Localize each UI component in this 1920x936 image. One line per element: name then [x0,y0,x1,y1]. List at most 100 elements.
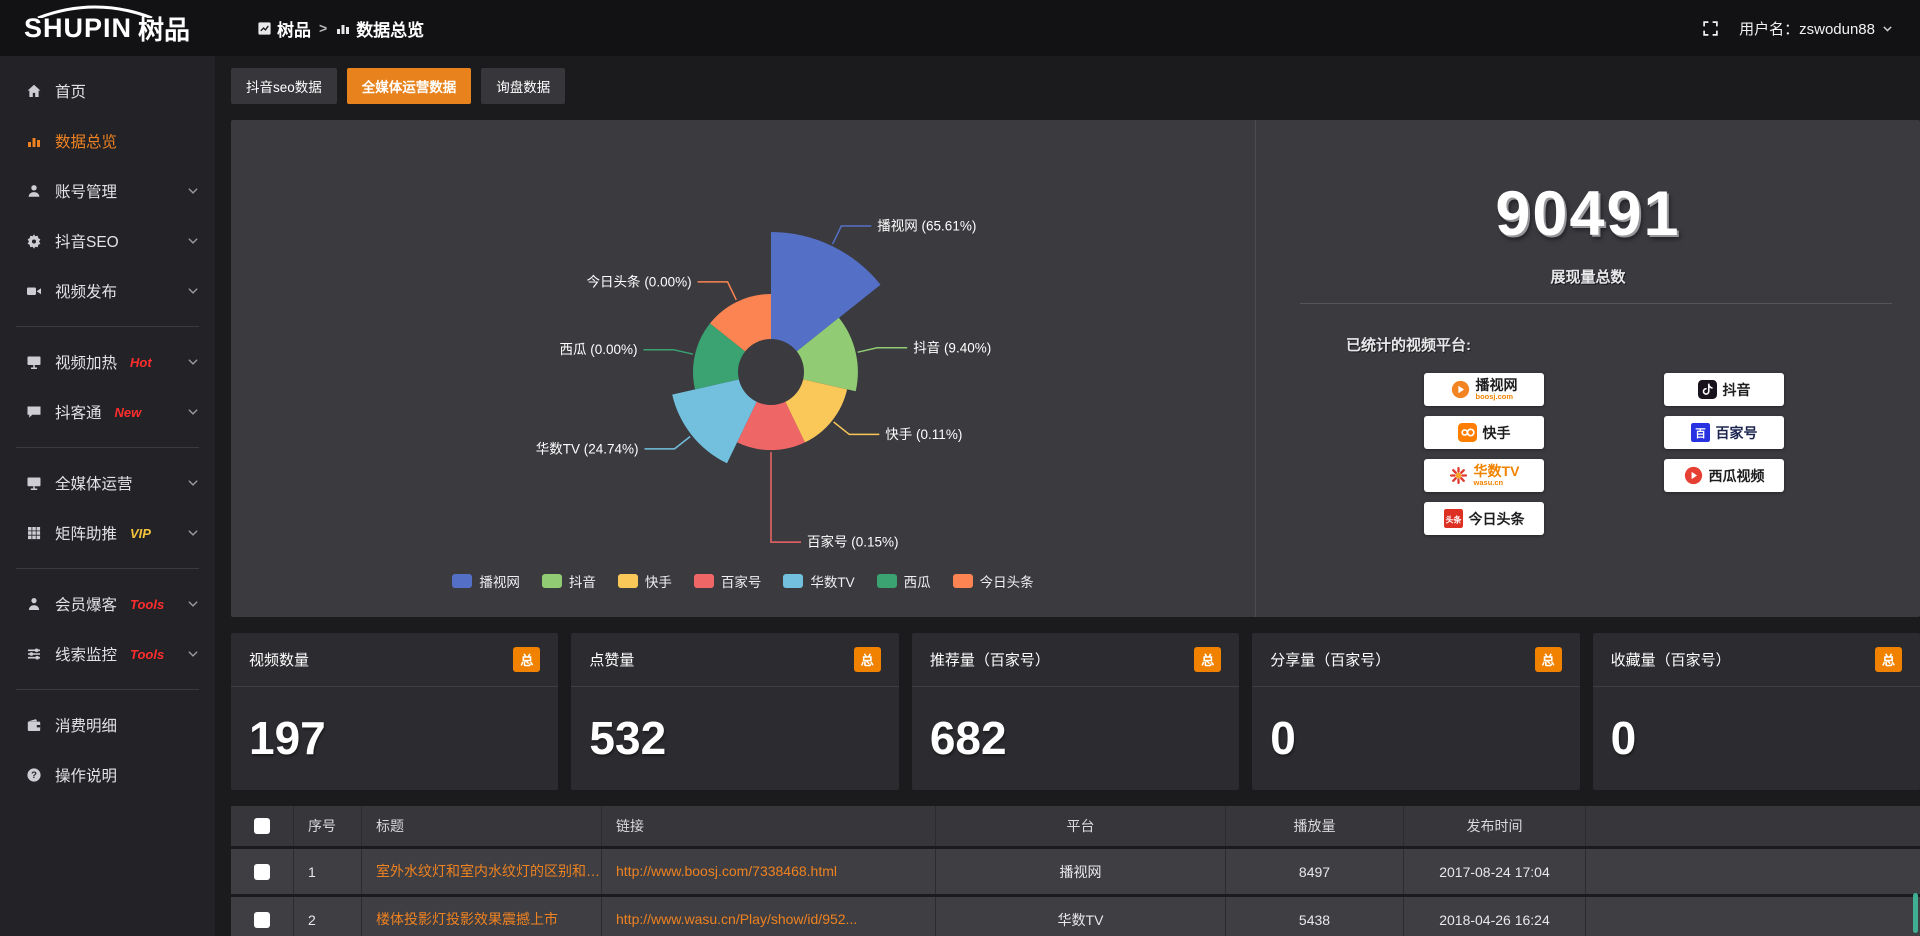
legend-swatch [541,574,562,588]
header-checkbox-cell [231,806,293,846]
tab-douyin-seo-data[interactable]: 抖音seo数据 [231,68,337,104]
chart-legend: 播视网 抖音 快手 百家号 华数TV 西瓜 今日头条 [231,571,1255,591]
sidebar-item-instructions[interactable]: ? 操作说明 [0,750,215,800]
breadcrumb-item-1[interactable]: 数据总览 [335,16,424,41]
total-badge: 总 [1534,647,1562,672]
baijiahao-icon: 百 [1690,423,1710,442]
user-menu[interactable]: 用户名：zswodun88 [1739,18,1894,39]
grid-icon [26,525,42,541]
stat-card-1: 点赞量 总 532 [571,633,899,790]
legend-item-1[interactable]: 抖音 [541,571,596,591]
platform-badge-toutiao: 头条 今日头条 [1424,502,1544,535]
legend-item-3[interactable]: 百家号 [693,571,761,591]
fullscreen-icon[interactable] [1702,20,1719,37]
pie-label-line [697,281,737,301]
platform-sub: boosj.com [1475,392,1514,402]
row-checkbox[interactable] [254,911,270,928]
legend-swatch [617,574,638,588]
platform-badge-wasu: 华数TV wasu.cn [1424,459,1544,492]
table-header-row: 序号 标题 链接 平台 播放量 发布时间 [231,806,1920,846]
pie-slice-4[interactable] [672,372,771,464]
breadcrumb-label: 数据总览 [356,20,425,40]
legend-item-2[interactable]: 快手 [617,571,672,591]
stat-card-title: 视频数量 [249,652,310,669]
legend-item-6[interactable]: 今日头条 [952,571,1034,591]
legend-swatch [452,574,473,588]
platform-badge-baijiahao: 百百家号 [1664,416,1784,449]
tab-inquiry-data[interactable]: 询盘数据 [481,68,566,104]
sidebar-badge: Tools [130,596,165,612]
sidebar-item-video-heat[interactable]: 视频加热 Hot [0,337,215,387]
stat-card-4: 收藏量（百家号） 总 0 [1592,633,1920,790]
table-header-cell: 链接 [601,806,935,846]
tab-media-operation-data[interactable]: 全媒体运营数据 [346,68,472,104]
sidebar-item-account-management[interactable]: 账号管理 [0,166,215,216]
select-all-checkbox[interactable] [254,818,270,834]
help-icon: ? [26,767,42,783]
sidebar-item-label: 视频加热 [55,355,118,372]
platform-name: 今日头条 [1468,510,1525,527]
pie-slice-0[interactable] [771,232,881,372]
chevron-down-icon [187,185,199,197]
legend-item-4[interactable]: 华数TV [783,571,855,591]
legend-item-5[interactable]: 西瓜 [876,571,931,591]
chevron-down-icon [187,477,199,489]
pie-label-line [857,347,908,353]
wallet-icon [26,717,42,733]
caret-down-icon [1881,22,1894,35]
chevron-down-icon [187,235,199,247]
platform-name: 快手 [1482,424,1511,441]
row-url-link[interactable]: http://www.boosj.com/7338468.html [601,849,935,894]
pie-slice-3[interactable] [737,372,805,451]
row-url-link[interactable]: http://www.wasu.cn/Play/show/id/952... [601,897,935,936]
row-checkbox[interactable] [254,863,270,880]
row-index: 1 [293,849,361,894]
platform-badge-xigua: 西瓜视频 [1664,459,1784,492]
sidebar-item-video-publish[interactable]: 视频发布 [0,266,215,316]
sidebar-item-label: 首页 [55,84,87,101]
sidebar-item-label: 操作说明 [55,768,118,785]
rose-chart-area: 播视网 (65.61%) 抖音 (9.40%) 快手 (0.11%) 百家号 (0.1… [231,120,1255,617]
platform-name: 西瓜视频 [1708,467,1765,484]
sidebar-item-media-operation[interactable]: 全媒体运营 [0,458,215,508]
row-plays: 8497 [1225,849,1403,894]
scrollbar-thumb[interactable] [1913,893,1918,933]
person-icon [26,596,42,612]
sidebar-item-clue-monitor[interactable]: 线索监控 Tools [0,629,215,679]
videos-table: 序号 标题 链接 平台 播放量 发布时间 1 室外水纹灯和室内水纹灯的区别和简介 http://… [231,806,1920,936]
breadcrumb-item-0[interactable]: 树品 [257,16,311,41]
table-header-cell: 发布时间 [1403,806,1585,846]
stat-card-value: 0 [1610,712,1637,764]
pie-label: 华数TV (24.74%) [536,441,639,456]
stat-card-title: 点赞量 [589,652,635,669]
sidebar-item-label: 线索监控 [55,647,118,664]
legend-swatch [693,574,714,588]
stat-card-value: 682 [929,712,1007,764]
legend-swatch [952,574,973,588]
stat-card-head: 收藏量（百家号） 总 [1592,633,1920,687]
stat-card-value: 532 [589,712,667,764]
sidebar-item-douyin-seo[interactable]: 抖音SEO [0,216,215,266]
wasu-icon [1449,466,1468,485]
video-camera-icon [26,283,42,299]
row-publish-time: 2018-04-26 16:24 [1403,897,1585,936]
chevron-down-icon [187,285,199,297]
sidebar-item-consumption-detail[interactable]: 消费明细 [0,700,215,750]
row-title-link[interactable]: 室外水纹灯和室内水纹灯的区别和简介 [361,849,601,894]
pie-label-line [770,452,801,543]
sidebar-item-home[interactable]: 首页 [0,66,215,116]
sidebar-item-data-overview[interactable]: 数据总览 [0,116,215,166]
table-row: 1 室外水纹灯和室内水纹灯的区别和简介 http://www.boosj.com/7… [231,849,1920,894]
sidebar-item-matrix-boost[interactable]: 矩阵助推 VIP [0,508,215,558]
row-title-link[interactable]: 楼体投影灯投影效果震撼上市 [361,897,601,936]
sidebar-item-member-baoke[interactable]: 会员爆客 Tools [0,579,215,629]
chevron-down-icon [187,406,199,418]
platform-name: 华数TV [1473,463,1520,480]
chevron-down-icon [187,527,199,539]
sliders-icon [26,646,42,662]
stat-card-0: 视频数量 总 197 [231,633,559,790]
sidebar-item-douketong[interactable]: 抖客通 New [0,387,215,437]
platform-badge-boosj: 播视网 boosj.com [1424,373,1544,406]
legend-item-0[interactable]: 播视网 [452,571,520,591]
legend-label: 快手 [644,575,672,590]
